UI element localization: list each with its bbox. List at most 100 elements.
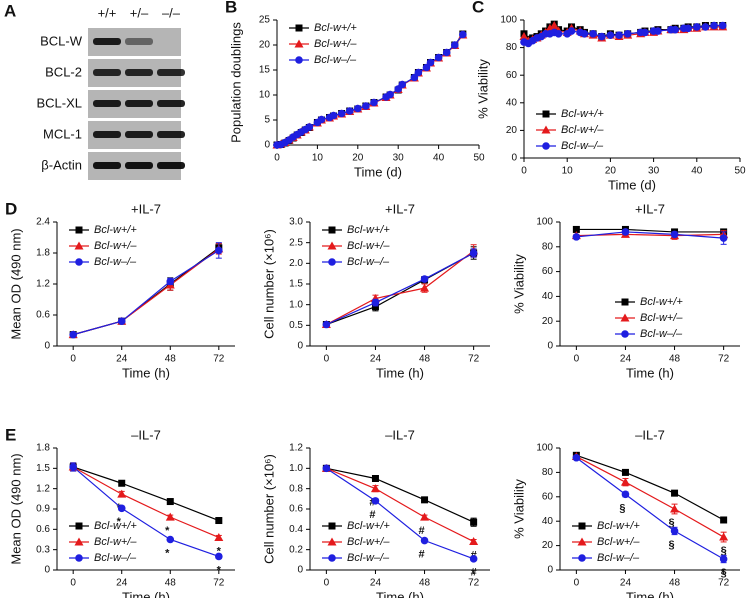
legend-label: Bcl-w–/–: [597, 552, 640, 564]
x-tick-label: 50: [734, 166, 746, 177]
y-tick-label: 1.2: [36, 483, 50, 494]
legend-marker: [295, 56, 303, 64]
marker: [345, 107, 354, 115]
x-tick-label: 30: [393, 153, 405, 164]
legend-label: Bcl-w+/–: [640, 312, 683, 324]
significance: *: [165, 547, 170, 559]
series-line: [576, 228, 724, 233]
y-axis-label: Population doublings: [228, 22, 243, 143]
significance: #: [418, 525, 424, 537]
marker: [621, 228, 630, 236]
marker: [572, 225, 580, 233]
legend-marker: [74, 537, 84, 546]
legend-marker: [542, 110, 550, 118]
marker: [69, 330, 77, 339]
marker: [215, 246, 223, 255]
series-line: [326, 467, 474, 560]
marker: [215, 517, 223, 525]
marker: [469, 249, 478, 257]
significance: #: [369, 509, 375, 521]
x-tick-label: 72: [468, 354, 480, 365]
x-axis-label: Time (h): [626, 365, 674, 380]
legend-label: Bcl-w+/–: [94, 536, 137, 548]
marker: [420, 275, 429, 283]
y-tick-label: 60: [542, 266, 554, 277]
panel-letter: B: [225, 0, 237, 16]
marker: [549, 21, 559, 30]
legend-marker: [542, 142, 550, 150]
x-tick-label: 0: [274, 153, 280, 164]
legend-marker: [578, 554, 586, 562]
marker: [450, 41, 459, 49]
series-line: [326, 467, 474, 523]
x-tick-label: 0: [574, 578, 580, 589]
x-tick-label: 24: [370, 354, 382, 365]
series-line: [576, 457, 724, 560]
y-tick-label: 0.6: [289, 504, 303, 515]
legend-marker: [621, 298, 629, 306]
chart-title: +IL-7: [635, 201, 665, 216]
x-tick-label: 50: [473, 153, 485, 164]
legend-label: Bcl-w+/–: [94, 240, 137, 252]
marker: [606, 31, 615, 39]
y-tick-label: 60: [542, 491, 554, 502]
y-tick-label: 40: [542, 291, 554, 302]
x-axis-label: Time (h): [376, 365, 424, 380]
chart-title: –IL-7: [131, 427, 161, 442]
y-tick-label: 0.9: [36, 504, 50, 515]
protein-label: BCL-XL: [36, 95, 82, 110]
x-tick-label: 48: [165, 354, 177, 365]
y-tick-label: 0.6: [36, 524, 50, 535]
marker: [671, 489, 679, 497]
marker: [719, 555, 728, 563]
marker: [371, 303, 379, 311]
y-tick-label: 0: [511, 153, 517, 164]
legend-marker: [328, 554, 336, 562]
y-tick-label: 0: [44, 565, 50, 576]
marker: [654, 27, 662, 35]
y-tick-label: 80: [542, 467, 554, 478]
marker: [641, 28, 649, 37]
y-tick-label: 20: [542, 540, 554, 551]
x-tick-label: 0: [324, 354, 330, 365]
marker: [572, 453, 581, 462]
y-axis-label: Mean OD (490 nm): [8, 453, 23, 564]
y-tick-label: 100: [536, 217, 553, 228]
significance: §: [721, 567, 727, 579]
x-axis-label: Time (h): [122, 589, 170, 598]
marker: [434, 53, 443, 62]
series-line: [576, 233, 724, 237]
marker: [693, 23, 701, 31]
x-tick-label: 0: [70, 578, 76, 589]
y-tick-label: 3.0: [289, 217, 303, 228]
blot-band: [93, 131, 121, 138]
y-tick-label: 1.5: [289, 279, 303, 290]
marker: [166, 535, 175, 544]
legend-marker: [328, 258, 336, 266]
panel-letter: A: [4, 1, 16, 20]
x-tick-label: 20: [605, 166, 617, 177]
legend-label: Bcl-w–/–: [561, 140, 604, 152]
marker: [580, 30, 589, 38]
marker: [214, 532, 224, 541]
marker: [371, 298, 380, 307]
marker: [719, 532, 729, 541]
y-tick-label: 100: [536, 443, 553, 454]
y-tick-label: 100: [500, 15, 517, 26]
y-tick-label: 0: [44, 341, 50, 352]
marker: [305, 123, 314, 131]
x-tick-label: 48: [669, 354, 681, 365]
y-tick-label: 1.8: [36, 443, 50, 454]
y-tick-label: 60: [506, 70, 518, 81]
legend-label: Bcl-w+/+: [597, 520, 640, 532]
marker: [118, 479, 126, 487]
marker: [420, 536, 429, 545]
y-tick-label: 10: [259, 90, 271, 101]
y-tick-label: 2.5: [289, 237, 303, 248]
y-tick-label: 1.8: [36, 248, 50, 259]
significance: §: [619, 502, 625, 514]
blot-band: [93, 69, 121, 76]
blot-band: [157, 100, 185, 107]
x-tick-label: 72: [718, 354, 730, 365]
legend-label: Bcl-w+/+: [94, 224, 137, 236]
